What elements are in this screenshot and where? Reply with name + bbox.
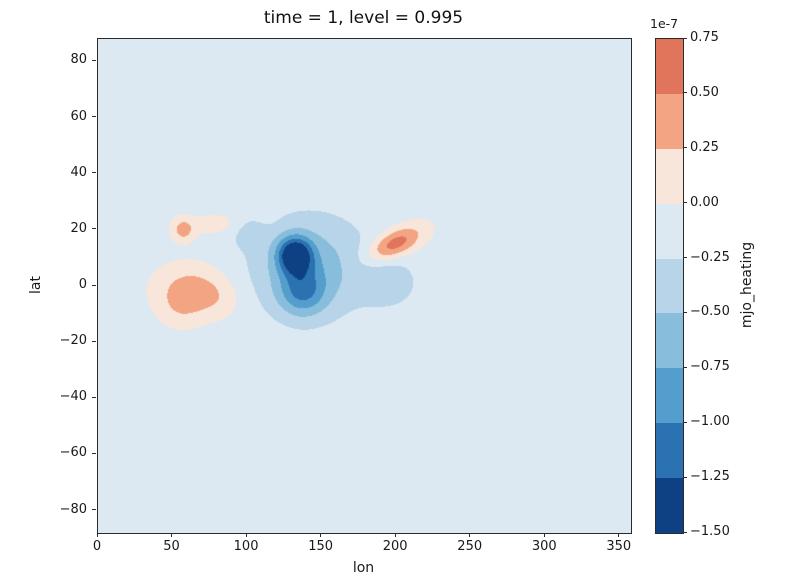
colorbar-band: [656, 148, 683, 204]
y-tick-label: 40: [70, 164, 87, 180]
colorbar-tick-label: −1.00: [690, 414, 730, 430]
x-tick-mark: [469, 533, 471, 537]
x-axis-label: lon: [352, 560, 375, 576]
colorbar-tick-mark: [683, 202, 687, 204]
contour-plot-canvas: [98, 39, 631, 533]
y-tick-label: −20: [59, 333, 87, 349]
colorbar-tick-label: −0.25: [690, 249, 730, 265]
colorbar: [655, 38, 684, 534]
y-tick-label: 80: [70, 52, 87, 68]
x-tick-label: 150: [308, 539, 334, 554]
plot-title: time = 1, level = 0.995: [263, 8, 464, 28]
colorbar-band: [656, 313, 683, 369]
x-tick-label: 300: [531, 539, 557, 554]
x-tick-mark: [245, 533, 247, 537]
colorbar-tick-label: 0.00: [690, 194, 719, 210]
x-tick-label: 200: [382, 539, 408, 554]
colorbar-tick-label: 0.50: [690, 84, 719, 100]
y-tick-label: 20: [70, 220, 87, 236]
y-tick-mark: [92, 396, 96, 398]
y-tick-label: −60: [59, 445, 87, 461]
y-tick-mark: [92, 228, 96, 230]
x-tick-mark: [96, 533, 98, 537]
y-tick-mark: [92, 59, 96, 61]
colorbar-tick-mark: [683, 366, 687, 368]
colorbar-tick-mark: [683, 421, 687, 423]
colorbar-band: [656, 423, 683, 479]
colorbar-tick-label: −1.25: [690, 469, 730, 485]
y-tick-mark: [92, 452, 96, 454]
y-tick-mark: [92, 340, 96, 342]
colorbar-tick-mark: [683, 311, 687, 313]
x-tick-label: 350: [606, 539, 632, 554]
colorbar-band: [656, 93, 683, 149]
y-tick-mark: [92, 172, 96, 174]
x-tick-mark: [171, 533, 173, 537]
colorbar-band: [656, 368, 683, 424]
colorbar-band: [656, 203, 683, 259]
colorbar-tick-mark: [683, 92, 687, 94]
colorbar-tick-mark: [683, 37, 687, 39]
plot-area: [97, 38, 632, 534]
x-tick-label: 0: [92, 539, 102, 554]
y-tick-label: 60: [70, 108, 87, 124]
x-tick-label: 250: [457, 539, 483, 554]
x-tick-mark: [618, 533, 620, 537]
y-tick-label: −80: [59, 501, 87, 517]
x-tick-label: 100: [233, 539, 259, 554]
colorbar-tick-mark: [683, 257, 687, 259]
colorbar-scale-offset: 1e-7: [650, 16, 679, 31]
x-tick-mark: [543, 533, 545, 537]
colorbar-band: [656, 258, 683, 314]
colorbar-band: [656, 39, 683, 94]
colorbar-band: [656, 478, 683, 534]
y-axis-label: lat: [28, 276, 44, 294]
x-tick-mark: [394, 533, 396, 537]
colorbar-tick-mark: [683, 531, 687, 533]
x-tick-mark: [320, 533, 322, 537]
colorbar-label: mjo_heating: [739, 241, 755, 329]
y-tick-mark: [92, 509, 96, 511]
x-tick-label: 50: [163, 539, 180, 554]
colorbar-tick-label: −0.50: [690, 304, 730, 320]
y-tick-label: 0: [78, 277, 87, 292]
y-tick-label: −40: [59, 389, 87, 405]
colorbar-tick-mark: [683, 476, 687, 478]
colorbar-tick-label: −1.50: [690, 524, 730, 539]
colorbar-tick-label: 0.25: [690, 139, 719, 155]
y-tick-mark: [92, 116, 96, 118]
colorbar-tick-label: 0.75: [690, 30, 719, 45]
colorbar-tick-mark: [683, 147, 687, 149]
colorbar-tick-label: −0.75: [690, 359, 730, 375]
y-tick-mark: [92, 284, 96, 286]
